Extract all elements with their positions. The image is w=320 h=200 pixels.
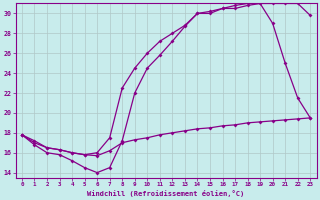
- X-axis label: Windchill (Refroidissement éolien,°C): Windchill (Refroidissement éolien,°C): [87, 190, 245, 197]
